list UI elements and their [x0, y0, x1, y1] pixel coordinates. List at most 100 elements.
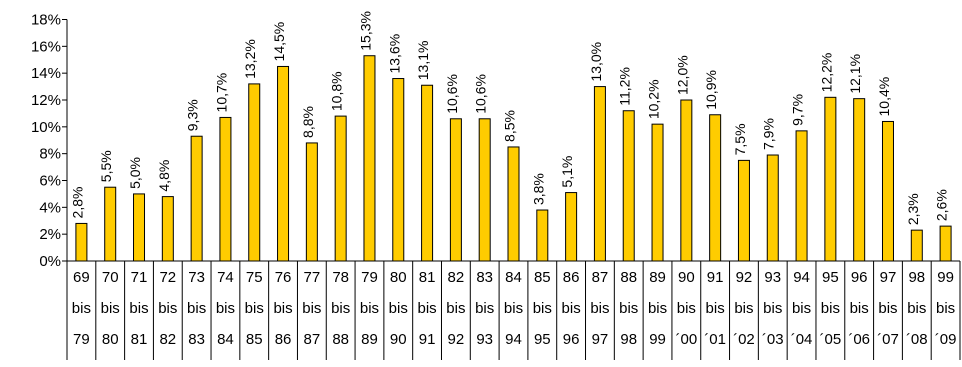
category-label: bis: [158, 300, 177, 317]
bar: [824, 96, 837, 262]
category-label: bis: [907, 300, 926, 317]
category-label: bis: [590, 300, 609, 317]
category-label: 98: [620, 331, 637, 348]
category-label: bis: [129, 300, 148, 317]
y-axis: 0% 2% 4% 6% 8% 10% 12% 14% 16% 18%: [31, 12, 68, 270]
bar: [737, 159, 750, 262]
category-label: bis: [101, 300, 120, 317]
bar: [507, 146, 520, 262]
category-label: bis: [619, 300, 638, 317]
category-label: 72: [159, 269, 176, 286]
x-axis-table: 69 bis 79 70 bis 80 71 bis 81 72 bis 82 73 bis 83 74 bis…: [66, 260, 961, 360]
category-label: ´02: [733, 331, 755, 348]
bar: [680, 99, 693, 262]
y-tick-label: 16%: [31, 38, 61, 55]
category-label: bis: [734, 300, 753, 317]
category-label: 92: [448, 331, 465, 348]
category-label: 87: [304, 331, 321, 348]
category-label: 73: [188, 269, 205, 286]
category-label: ´09: [935, 331, 957, 348]
category-label: 93: [764, 269, 781, 286]
bar-value-label: 5,1%: [559, 156, 575, 188]
bar-value-label: 11,2%: [617, 67, 633, 106]
category-label: bis: [850, 300, 869, 317]
category-label: bis: [360, 300, 379, 317]
bar-value-label: 7,9%: [761, 118, 777, 150]
category-label: ´04: [791, 331, 813, 348]
y-tick-label: 4%: [39, 199, 61, 216]
value-labels: 2,8% 5,5% 5,0% 4,8% 9,3% 10,7% 13,2% 14,5% 8,8% 1…: [69, 11, 949, 225]
bar-value-label: 12,2%: [818, 53, 834, 93]
category-label: 96: [563, 331, 580, 348]
bar-value-label: 10,8%: [329, 71, 345, 111]
y-tick-label: 0%: [39, 253, 61, 270]
bar: [449, 118, 462, 262]
bar-value-label: 5,5%: [98, 150, 114, 182]
bar: [593, 86, 606, 262]
bar: [334, 115, 347, 262]
category-label: bis: [72, 300, 91, 317]
category-label: bis: [706, 300, 725, 317]
category-label: 69: [73, 269, 90, 286]
bar-value-label: 2,8%: [69, 187, 85, 219]
bar-value-label: 14,5%: [271, 22, 287, 62]
bar: [161, 196, 174, 262]
category-label: ´06: [848, 331, 870, 348]
category-label: 87: [592, 269, 609, 286]
category-label: 99: [649, 331, 666, 348]
category-label: 78: [332, 269, 349, 286]
bar: [536, 209, 549, 262]
bar: [421, 84, 434, 262]
bar: [795, 130, 808, 262]
y-tick-label: 2%: [39, 226, 61, 243]
category-label: 75: [246, 269, 263, 286]
bar: [709, 114, 722, 262]
category-label: 70: [102, 269, 119, 286]
category-label: 81: [419, 269, 436, 286]
category-label: 91: [419, 331, 436, 348]
category-label: bis: [216, 300, 235, 317]
category-label: bis: [389, 300, 408, 317]
bar: [910, 229, 923, 262]
bar-value-label: 13,2%: [242, 39, 258, 79]
bar: [622, 110, 635, 262]
category-label: 97: [592, 331, 609, 348]
bar: [651, 123, 664, 262]
bar-value-label: 12,1%: [847, 54, 863, 94]
category-label: bis: [648, 300, 667, 317]
bar-value-label: 10,6%: [473, 74, 489, 114]
bar-value-label: 10,2%: [646, 79, 662, 119]
category-label: 77: [304, 269, 321, 286]
category-label: bis: [792, 300, 811, 317]
bar-value-label: 9,3%: [185, 99, 201, 131]
category-label: 86: [563, 269, 580, 286]
category-label: bis: [677, 300, 696, 317]
category-label: bis: [562, 300, 581, 317]
bar: [190, 135, 203, 262]
category-label: bis: [821, 300, 840, 317]
bar-value-label: 3,8%: [530, 173, 546, 205]
category-label: 83: [476, 269, 493, 286]
category-label: 82: [448, 269, 465, 286]
category-label: 88: [332, 331, 349, 348]
category-label: 88: [620, 269, 637, 286]
category-label: ´00: [675, 331, 697, 348]
category-label: 95: [822, 269, 839, 286]
y-tick-label: 6%: [39, 173, 61, 190]
category-label: bis: [504, 300, 523, 317]
bar: [104, 186, 117, 262]
category-label: 74: [217, 269, 234, 286]
category-label: bis: [763, 300, 782, 317]
bar: [133, 193, 146, 262]
category-label: 89: [361, 331, 378, 348]
category-label: 91: [707, 269, 724, 286]
category-label: bis: [273, 300, 292, 317]
category-label: 98: [908, 269, 925, 286]
bar: [305, 142, 318, 262]
category-label: 93: [476, 331, 493, 348]
category-label: 82: [159, 331, 176, 348]
category-label: 92: [736, 269, 753, 286]
category-label: 71: [131, 269, 148, 286]
category-label: 76: [275, 269, 292, 286]
